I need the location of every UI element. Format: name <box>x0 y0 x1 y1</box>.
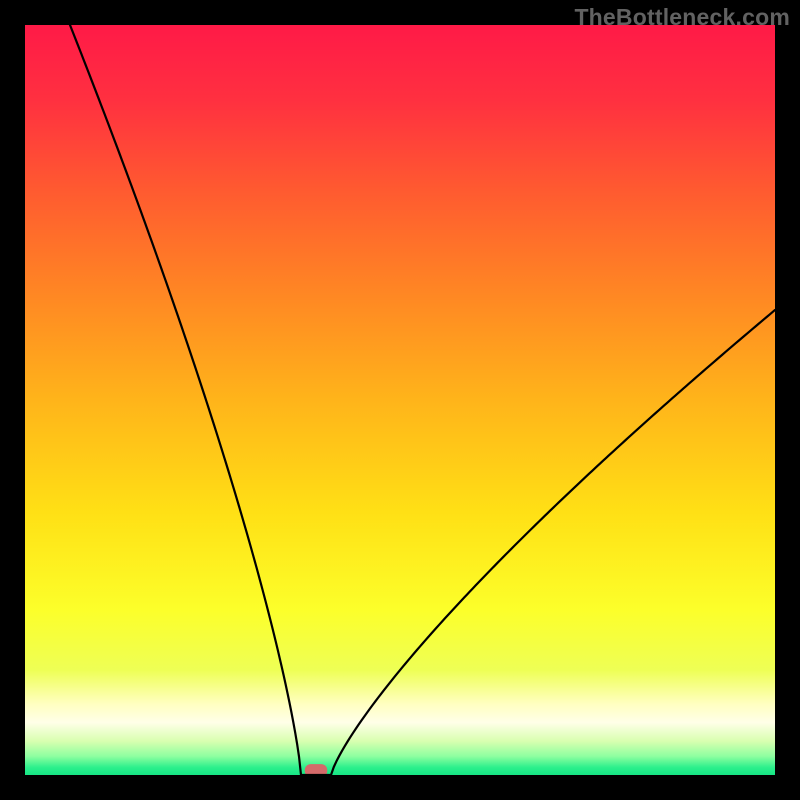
watermark-text: TheBottleneck.com <box>574 4 790 31</box>
bottleneck-chart <box>0 0 800 800</box>
chart-frame: TheBottleneck.com <box>0 0 800 800</box>
plot-area <box>25 25 775 777</box>
gradient-background <box>25 25 775 775</box>
